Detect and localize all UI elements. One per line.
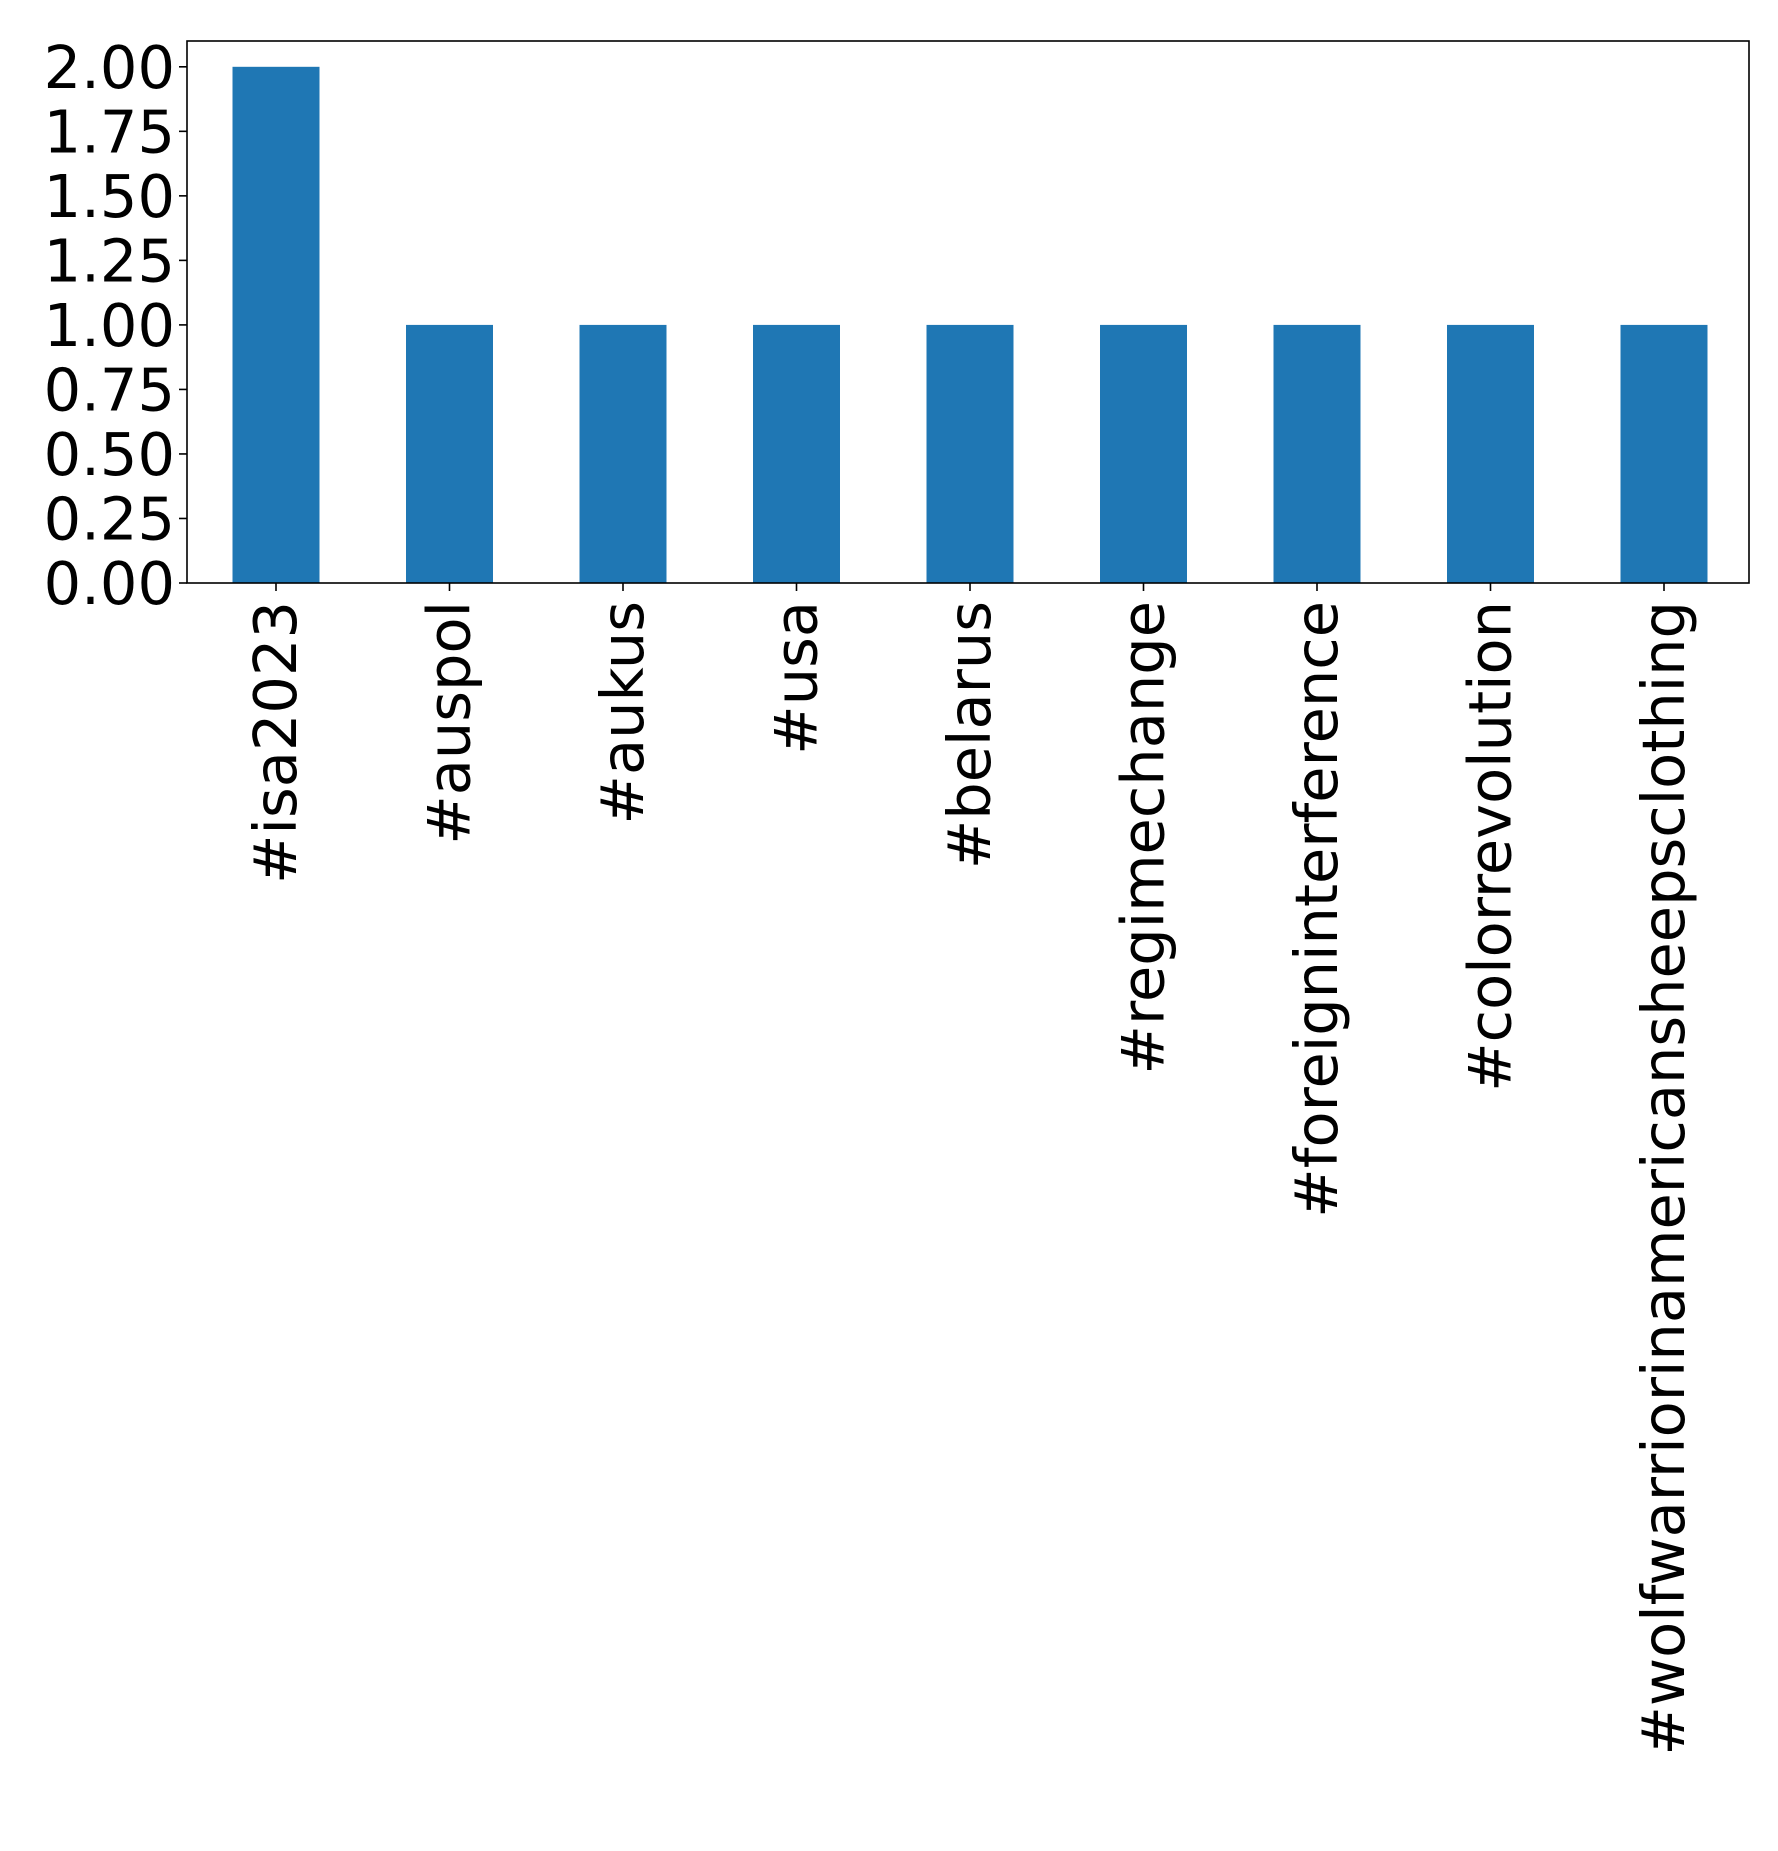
bars-group bbox=[232, 66, 1708, 584]
y-tick-label: 0.50 bbox=[44, 420, 175, 489]
y-tick-label: 1.50 bbox=[44, 162, 175, 231]
x-axis-ticks: #isa2023 #auspol #aukus #usa #belarus #regime… bbox=[241, 583, 1698, 1756]
x-tick-label: #auspol bbox=[415, 601, 484, 845]
x-tick-label: #wolfwarriorinamericansheepsclothing bbox=[1629, 601, 1698, 1756]
plot-frame bbox=[186, 40, 1750, 584]
x-tick-label: #foreigninterference bbox=[1282, 601, 1351, 1218]
x-tick-label: #usa bbox=[762, 601, 831, 755]
x-tick-label: #isa2023 bbox=[241, 601, 310, 884]
y-tick-label: 2.00 bbox=[44, 33, 175, 102]
bar-3 bbox=[753, 324, 840, 583]
bar-2 bbox=[579, 324, 667, 583]
bar-5 bbox=[1100, 324, 1187, 583]
y-axis-ticks: 0.000.250.500.751.001.251.501.752.00 bbox=[44, 33, 187, 618]
x-tick-label: #aukus bbox=[588, 601, 657, 824]
y-tick-label: 1.00 bbox=[44, 291, 175, 360]
bar-4 bbox=[926, 324, 1014, 583]
x-tick-label: #regimechange bbox=[1109, 601, 1178, 1074]
bar-7 bbox=[1447, 324, 1534, 583]
bar-0 bbox=[232, 66, 320, 584]
x-tick-label: #belarus bbox=[935, 601, 1004, 869]
bar-6 bbox=[1273, 324, 1361, 583]
y-tick-label: 0.75 bbox=[44, 355, 175, 424]
y-tick-label: 1.75 bbox=[44, 97, 175, 166]
y-tick-label: 0.25 bbox=[44, 484, 175, 553]
y-tick-label: 0.00 bbox=[44, 549, 175, 618]
bar-8 bbox=[1620, 324, 1708, 583]
y-tick-label: 1.25 bbox=[44, 226, 175, 295]
x-tick-label: #colorrevolution bbox=[1456, 601, 1525, 1092]
bar-1 bbox=[406, 324, 493, 583]
